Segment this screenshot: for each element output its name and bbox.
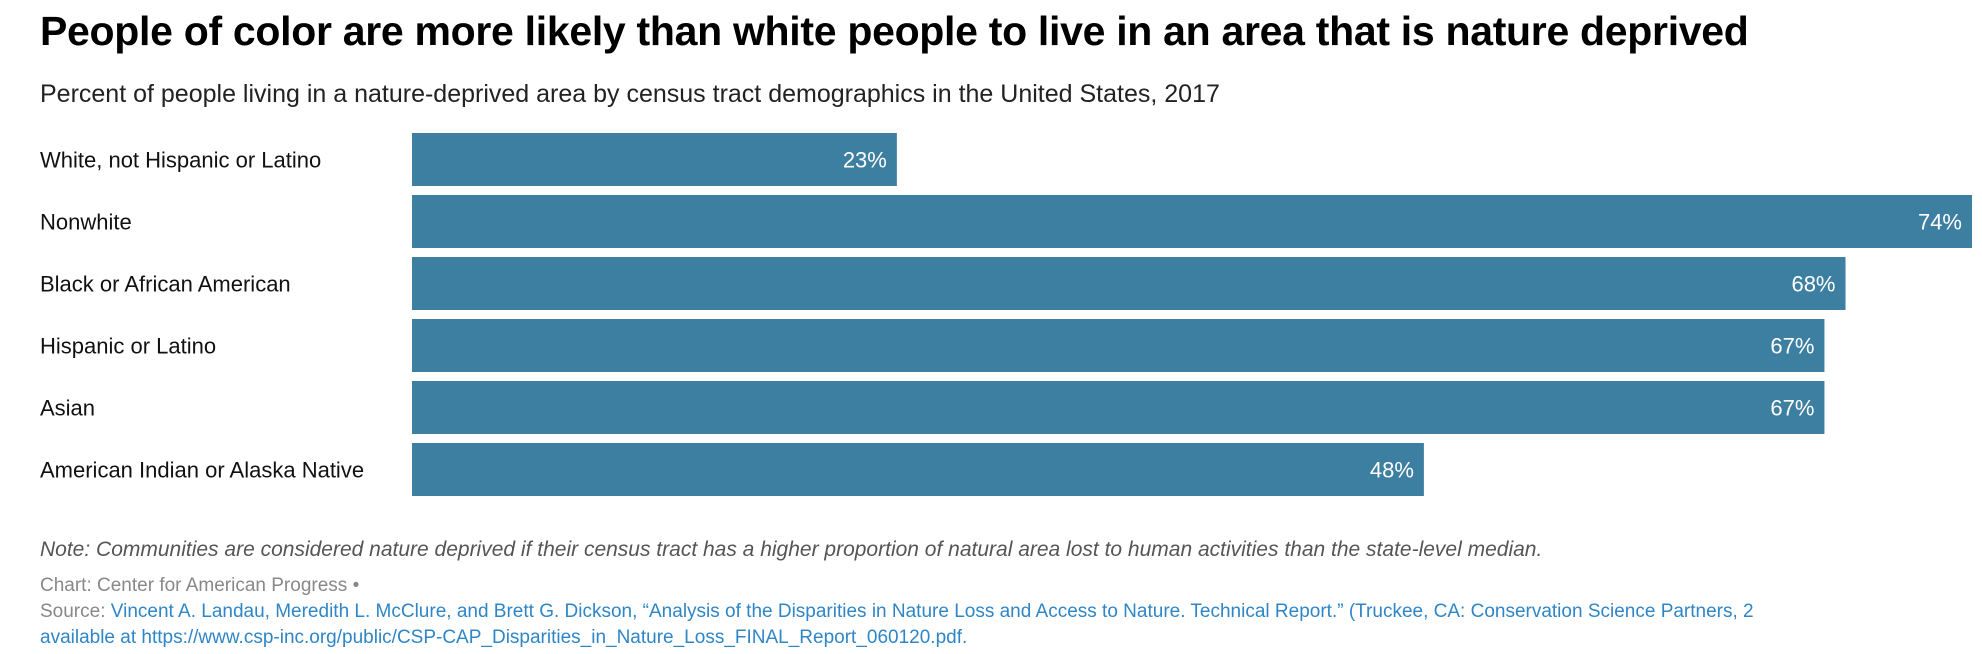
category-label: White, not Hispanic or Latino: [40, 148, 321, 173]
bar: [412, 319, 1825, 372]
bar: [412, 133, 897, 186]
bar: [412, 195, 1972, 248]
source-url-link[interactable]: available at https://www.csp-inc.org/pub…: [40, 627, 968, 648]
category-label: American Indian or Alaska Native: [40, 458, 364, 483]
category-label: Nonwhite: [40, 210, 132, 235]
chart-title: People of color are more likely than whi…: [40, 8, 1749, 54]
bar: [412, 257, 1846, 310]
chart-note: Note: Communities are considered nature …: [40, 538, 1543, 561]
source-label: Source:: [40, 601, 111, 622]
bar: [412, 381, 1825, 434]
category-label: Asian: [40, 396, 95, 421]
bar-chart: White, not Hispanic or Latino 23% Nonwhite…: [40, 133, 1972, 496]
bar: [412, 443, 1424, 496]
category-label: Hispanic or Latino: [40, 334, 216, 359]
data-label: 68%: [1791, 272, 1835, 297]
data-label: 48%: [1370, 458, 1414, 483]
category-label: Black or African American: [40, 272, 291, 297]
data-label: 67%: [1770, 396, 1814, 421]
data-label: 74%: [1918, 210, 1962, 235]
chart-subtitle: Percent of people living in a nature-dep…: [40, 80, 1220, 108]
chart-credit: Chart: Center for American Progress •: [40, 575, 360, 596]
source-line: Source: Vincent A. Landau, Meredith L. M…: [40, 601, 1754, 623]
source-link[interactable]: Vincent A. Landau, Meredith L. McClure, …: [110, 601, 1754, 622]
data-label: 67%: [1770, 334, 1814, 359]
data-label: 23%: [843, 148, 887, 173]
